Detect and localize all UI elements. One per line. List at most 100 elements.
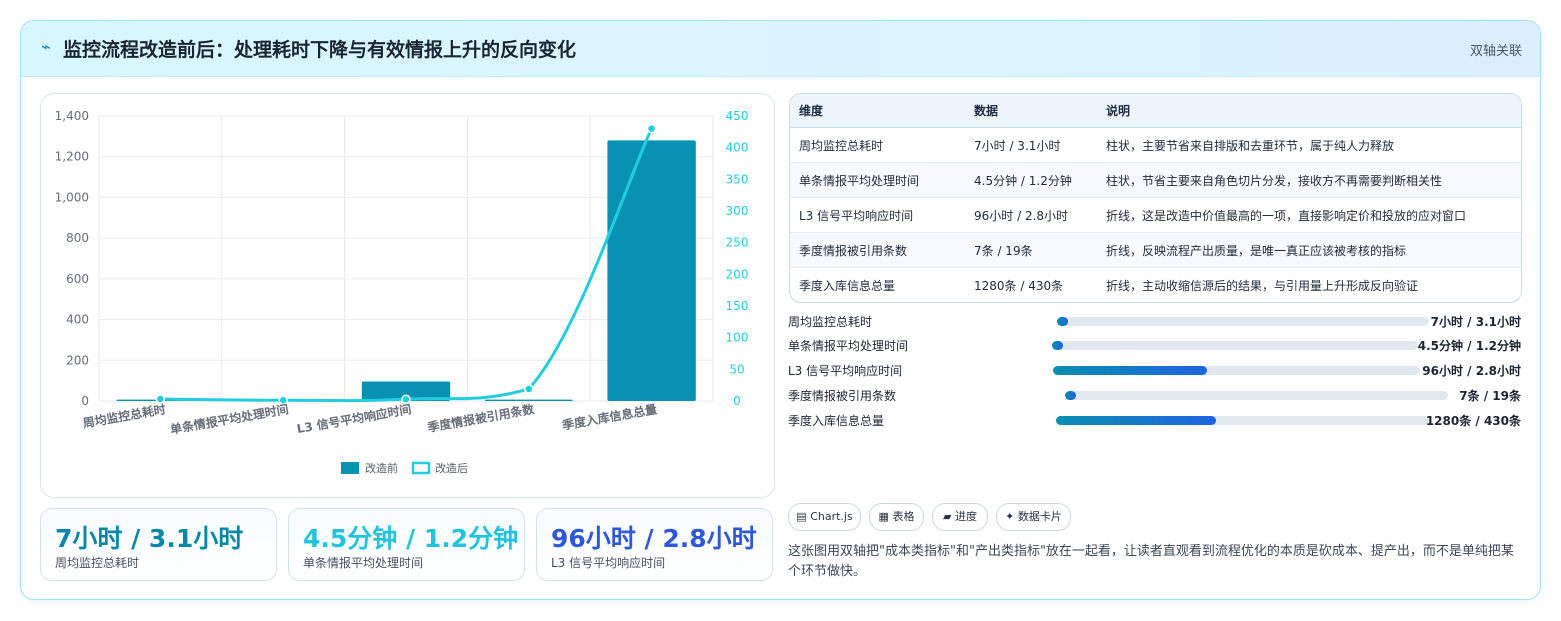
- chip-progress[interactable]: ▰ 进度: [932, 503, 988, 531]
- y-left-tick-label: 200: [66, 353, 89, 367]
- chip-data-card[interactable]: ✦ 数据卡片: [996, 503, 1071, 531]
- table-cell: 96小时 / 2.8小时: [965, 197, 1097, 233]
- chip-chartjs[interactable]: ▤ Chart.js: [788, 503, 861, 531]
- chip-label: 进度: [954, 510, 977, 523]
- card-icon: ✦: [1005, 510, 1015, 523]
- x-tick-label: 季度情报被引用条数: [425, 401, 536, 435]
- chip-label: 数据卡片: [1017, 510, 1062, 523]
- chart-note: 这张图用双轴把"成本类指标"和"产出类指标"放在一起看，让读者直观看到流程优化的…: [788, 544, 1514, 579]
- y-left-tick-label: 400: [66, 313, 89, 327]
- y-right-tick-label: 200: [726, 267, 749, 281]
- x-tick-label: L3 信号平均响应时间: [295, 401, 412, 436]
- progress-track: [1053, 366, 1420, 375]
- y-right-tick-label: 450: [726, 109, 749, 123]
- line-point: [401, 394, 411, 404]
- series-line: [160, 128, 653, 403]
- y-right-tick-label: 250: [726, 236, 749, 250]
- line-point: [646, 123, 657, 134]
- table-icon: ▦: [878, 510, 889, 523]
- table-cell: 7小时 / 3.1小时: [965, 127, 1097, 163]
- chip-label: 表格: [892, 510, 915, 523]
- chart-card: ⌁ 监控流程改造前后：处理耗时下降与有效情报上升的反向变化 双轴关联 0 200 4…: [20, 20, 1541, 600]
- progress-icon: ▰: [943, 510, 952, 523]
- progress-label: 季度入库信息总量: [788, 414, 885, 428]
- dual-axis-tag: 双轴关联: [1469, 44, 1522, 59]
- kpi-value: 96小时 / 2.8小时: [551, 524, 757, 553]
- table-cell: 折线，这是改造中价值最高的一项，直接影响定价和投放的应对窗口: [1097, 197, 1521, 233]
- progress-value: 4.5分钟 / 1.2分钟: [1417, 339, 1521, 353]
- y-right-tick-label: 350: [726, 172, 749, 186]
- table-row: 单条情报平均处理时间 4.5分钟 / 1.2分钟 柱状，节省主要来自角色切片分发…: [790, 162, 1521, 198]
- chart-icon: ▤: [796, 510, 807, 523]
- y-right-tick-label: 50: [729, 362, 744, 376]
- legend-label: 改造前: [365, 461, 398, 475]
- table-cell: 折线，反映流程产出质量，是唯一真正应该被考核的指标: [1097, 232, 1521, 268]
- progress-track: [1052, 341, 1418, 350]
- chip-label: Chart.js: [810, 510, 853, 523]
- x-tick-label: 季度入库信息总量: [560, 401, 658, 433]
- x-tick-label: 单条情报平均处理时间: [169, 401, 290, 437]
- table-cell: 季度情报被引用条数: [790, 232, 965, 268]
- progress-value: 96小时 / 2.8小时: [1422, 364, 1521, 378]
- bar: [361, 381, 451, 401]
- dual-axis-chart: 0 200 400 600 800 1,000 1,200 1,400 0 50 100 150 200…: [55, 109, 749, 475]
- y-left-tick-label: 800: [66, 231, 89, 245]
- table-cell: 1280条 / 430条: [974, 278, 1064, 293]
- table-cell: 4.5分钟 / 1.2分钟: [965, 162, 1097, 198]
- table-cell: L3 信号平均响应时间: [790, 197, 965, 233]
- progress-fill: [1052, 341, 1063, 350]
- chart-container: 0 200 400 600 800 1,000 1,200 1,400 0 50 100 150 200…: [40, 93, 775, 498]
- column-header: 维度: [790, 94, 965, 128]
- column-header: 说明: [1097, 94, 1521, 128]
- kpi-label: L3 信号平均响应时间: [551, 556, 666, 570]
- progress-label: 周均监控总耗时: [788, 315, 873, 329]
- legend-swatch-before: [341, 462, 359, 474]
- y-right-tick-label: 300: [726, 204, 749, 218]
- page-title: 监控流程改造前后：处理耗时下降与有效情报上升的反向变化: [63, 39, 577, 61]
- table-row: 季度入库信息总量 1280条 / 430条 折线，主动收缩信源后的结果，与引用量…: [790, 268, 1521, 303]
- y-left-tick-label: 0: [81, 394, 89, 408]
- y-right-tick-label: 150: [726, 299, 749, 313]
- data-table: 维度 数据 说明 周均监控总耗时 7小时 / 3.1小时 柱状，主要节省来自排版…: [790, 94, 1521, 302]
- progress-value: 7小时 / 3.1小时: [1430, 315, 1521, 329]
- table-row: L3 信号平均响应时间 96小时 / 2.8小时 折线，这是改造中价值最高的一项…: [790, 197, 1521, 233]
- table-cell: 柱状，节省主要来自角色切片分发，接收方不再需要判断相关性: [1097, 162, 1521, 198]
- table-row: 周均监控总耗时 7小时 / 3.1小时 柱状，主要节省来自排版和去重环节，属于纯…: [790, 127, 1521, 163]
- y-left-tick-label: 1,000: [55, 190, 89, 204]
- kpi-value: 4.5分钟 / 1.2分钟: [303, 524, 519, 553]
- progress-track: [1056, 416, 1429, 425]
- table-cell: 单条情报平均处理时间: [790, 162, 965, 198]
- table-header-row: 维度 数据 说明: [790, 94, 1521, 128]
- table-cell: 折线，主动收缩信源后的结果，与引用量上升形成反向验证: [1106, 278, 1419, 293]
- kpi-card-weekly-time: 7小时 / 3.1小时 周均监控总耗时: [40, 508, 277, 581]
- kpi-card-response-time: 96小时 / 2.8小时 L3 信号平均响应时间: [536, 508, 773, 581]
- y-left-tick-label: 1,200: [55, 150, 89, 164]
- table-cell: 周均监控总耗时: [790, 127, 965, 163]
- progress-row-response-time: L3 信号平均响应时间 96小时 / 2.8小时: [788, 360, 1521, 380]
- line-point: [278, 395, 288, 405]
- y-right-tick-label: 0: [733, 394, 741, 408]
- table-row: 季度情报被引用条数 7条 / 19条 折线，反映流程产出质量，是唯一真正应该被考…: [790, 232, 1521, 268]
- progress-fill: [1056, 416, 1217, 425]
- x-tick-label: 周均监控总耗时: [82, 401, 167, 430]
- column-header: 数据: [965, 94, 1097, 128]
- card-header: ⌁ 监控流程改造前后：处理耗时下降与有效情报上升的反向变化 双轴关联: [21, 21, 1540, 77]
- progress-row-total-volume: 季度入库信息总量 1280条 / 430条: [788, 410, 1521, 430]
- data-table-container: 维度 数据 说明 周均监控总耗时 7小时 / 3.1小时 柱状，主要节省来自排版…: [789, 93, 1522, 303]
- y-right-tick-label: 100: [726, 331, 749, 345]
- legend-label: 改造后: [435, 461, 468, 475]
- progress-value: 7条 / 19条: [1459, 389, 1521, 403]
- line-point: [524, 384, 534, 394]
- chart-line-icon: ⌁: [41, 37, 51, 56]
- kpi-value: 7小时 / 3.1小时: [55, 524, 244, 553]
- progress-label: 季度情报被引用条数: [788, 389, 897, 403]
- progress-fill: [1057, 317, 1069, 326]
- legend-swatch-after: [411, 461, 431, 475]
- chip-table[interactable]: ▦ 表格: [869, 503, 924, 531]
- kpi-label: 周均监控总耗时: [55, 556, 140, 570]
- table-cell: 柱状，主要节省来自排版和去重环节，属于纯人力释放: [1097, 127, 1521, 163]
- table-cell: 季度入库信息总量: [799, 278, 896, 293]
- progress-label: L3 信号平均响应时间: [788, 364, 903, 378]
- y-left-tick-label: 600: [66, 272, 89, 286]
- kpi-label: 单条情报平均处理时间: [303, 556, 424, 570]
